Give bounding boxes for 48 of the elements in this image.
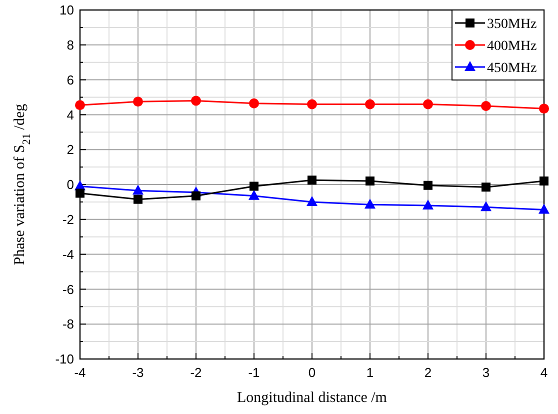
point xyxy=(249,98,259,108)
point xyxy=(540,176,548,186)
y-tick-label: 4 xyxy=(66,107,74,122)
x-tick-label: 0 xyxy=(308,365,316,380)
point xyxy=(306,196,318,206)
point xyxy=(422,199,434,210)
point xyxy=(364,198,376,209)
y-tick-label: -10 xyxy=(55,352,74,367)
point xyxy=(365,99,375,110)
point xyxy=(76,188,84,198)
legend-label: 400MHz xyxy=(487,38,537,54)
y-tick-label: -2 xyxy=(62,212,74,227)
point xyxy=(482,182,490,192)
x-axis-title: Longitudinal distance /m xyxy=(237,390,388,406)
point xyxy=(366,176,374,186)
legend-label: 350MHz xyxy=(487,16,537,32)
x-tick-label: 4 xyxy=(540,365,548,380)
x-tick-label: 2 xyxy=(424,365,432,380)
point xyxy=(481,100,491,111)
y-tick-label: 8 xyxy=(66,37,74,52)
y-tick-label: -4 xyxy=(62,246,74,262)
x-tick-label: -1 xyxy=(248,365,260,380)
y-tick-label: 2 xyxy=(66,142,74,158)
point xyxy=(134,194,142,204)
point xyxy=(308,176,316,185)
point xyxy=(424,180,432,190)
y-tick-label: -8 xyxy=(62,316,74,332)
y-tick-label: -6 xyxy=(62,282,74,297)
point xyxy=(423,99,433,110)
point xyxy=(539,104,549,114)
point xyxy=(133,96,143,107)
point xyxy=(75,100,85,110)
point xyxy=(250,182,258,191)
y-tick-label: 10 xyxy=(60,2,74,18)
x-tick-label: 3 xyxy=(482,365,490,380)
point xyxy=(248,190,260,200)
point xyxy=(191,96,201,106)
point xyxy=(307,99,317,110)
point xyxy=(538,204,550,214)
legend-label: 450MHz xyxy=(487,60,537,76)
x-tick-label: -2 xyxy=(190,365,202,380)
x-tick-label: 1 xyxy=(366,365,374,380)
point xyxy=(132,184,144,195)
y-tick-label: 0 xyxy=(66,177,74,192)
point xyxy=(480,201,492,212)
point xyxy=(192,191,200,200)
y-tick-label: 6 xyxy=(66,72,74,88)
x-tick-label: -3 xyxy=(132,365,144,380)
